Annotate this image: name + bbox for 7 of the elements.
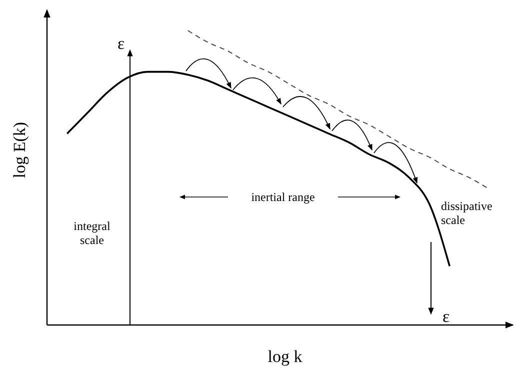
x-axis-title: log k bbox=[268, 347, 303, 366]
annotation: integral scale bbox=[74, 219, 111, 247]
annotation: ε bbox=[442, 307, 450, 326]
annotation: inertial range bbox=[251, 190, 315, 204]
annotation: ε bbox=[117, 34, 125, 53]
annotation: dissipative scale bbox=[441, 199, 492, 227]
y-axis-title: log E(k) bbox=[10, 122, 29, 178]
